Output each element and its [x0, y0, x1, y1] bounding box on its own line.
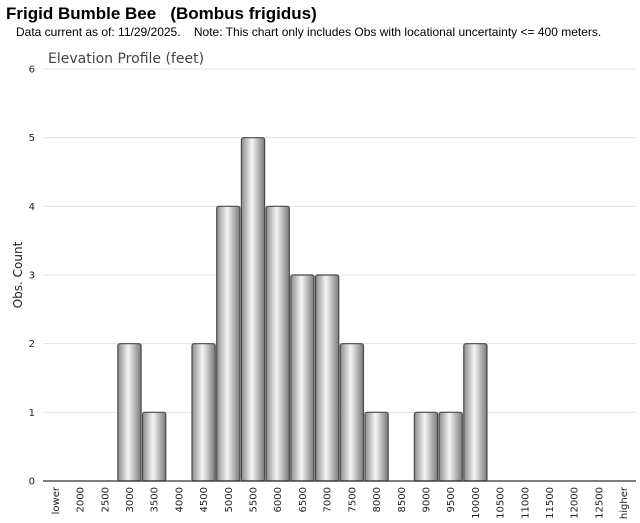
x-tick-label: lower: [51, 486, 62, 514]
x-tick-label: 11500: [545, 487, 556, 519]
x-tick-label: 12500: [594, 487, 605, 519]
y-tick-label: 3: [29, 271, 35, 282]
bars: [117, 137, 488, 482]
x-tick-label: 8500: [397, 487, 408, 512]
bar-8000: [364, 411, 389, 482]
x-tick-label: 8000: [372, 487, 383, 512]
x-tick-label: 10500: [496, 487, 507, 519]
x-tick-label: 3000: [125, 487, 136, 512]
x-tick-label: 9500: [446, 487, 457, 512]
y-tick-label: 5: [29, 133, 35, 144]
x-tick-label: 2000: [76, 487, 87, 512]
page-subtitle: Data current as of: 11/29/2025. Note: Th…: [16, 25, 602, 39]
x-tick-label: 4000: [174, 487, 185, 512]
gridlines: [43, 68, 636, 413]
bar-3000: [117, 343, 142, 482]
x-tick-label: 4500: [199, 487, 210, 512]
x-tick-label: 5500: [249, 487, 260, 512]
x-tick-label: higher: [619, 486, 630, 519]
x-tick-label: 7500: [347, 487, 358, 512]
bar-7000: [314, 274, 340, 482]
bar-7500: [339, 343, 365, 482]
x-tick-label: 7000: [323, 487, 334, 512]
bar-10000: [463, 343, 488, 482]
bar-9500: [438, 411, 463, 482]
bar-9000: [413, 411, 439, 482]
page-title: Frigid Bumble Bee (Bombus frigidus): [6, 4, 317, 23]
y-tick-label: 0: [29, 477, 35, 488]
bar-6500: [290, 274, 315, 482]
y-tick-label: 1: [29, 408, 35, 419]
x-tick-label: 9000: [421, 487, 432, 512]
bar-5500: [240, 137, 266, 482]
bar-3500: [141, 411, 167, 482]
x-tick-label: 5000: [224, 487, 235, 512]
x-tick-label: 6000: [273, 487, 284, 512]
x-tick-label: 2500: [100, 487, 111, 512]
y-tick-label: 4: [29, 202, 35, 213]
y-axis-label: Obs. Count: [11, 241, 25, 308]
x-ticks: lower 2000 2500 3000 3500 4000 4500 5000 5500 600…: [51, 486, 630, 519]
y-tick-label: 6: [29, 65, 35, 76]
y-ticks: 0 1 2 3 4 5 6: [29, 65, 35, 488]
x-tick-label: 12000: [570, 487, 581, 519]
bar-6000: [265, 205, 290, 482]
x-tick-label: 6500: [298, 487, 309, 512]
chart-title: Elevation Profile (feet): [48, 51, 204, 67]
x-tick-label: 10000: [471, 487, 482, 519]
x-tick-label: 3500: [150, 487, 161, 512]
x-tick-label: 11000: [520, 487, 531, 519]
bar-5000: [216, 205, 241, 482]
bar-4500: [191, 343, 216, 482]
y-tick-label: 2: [29, 339, 35, 350]
